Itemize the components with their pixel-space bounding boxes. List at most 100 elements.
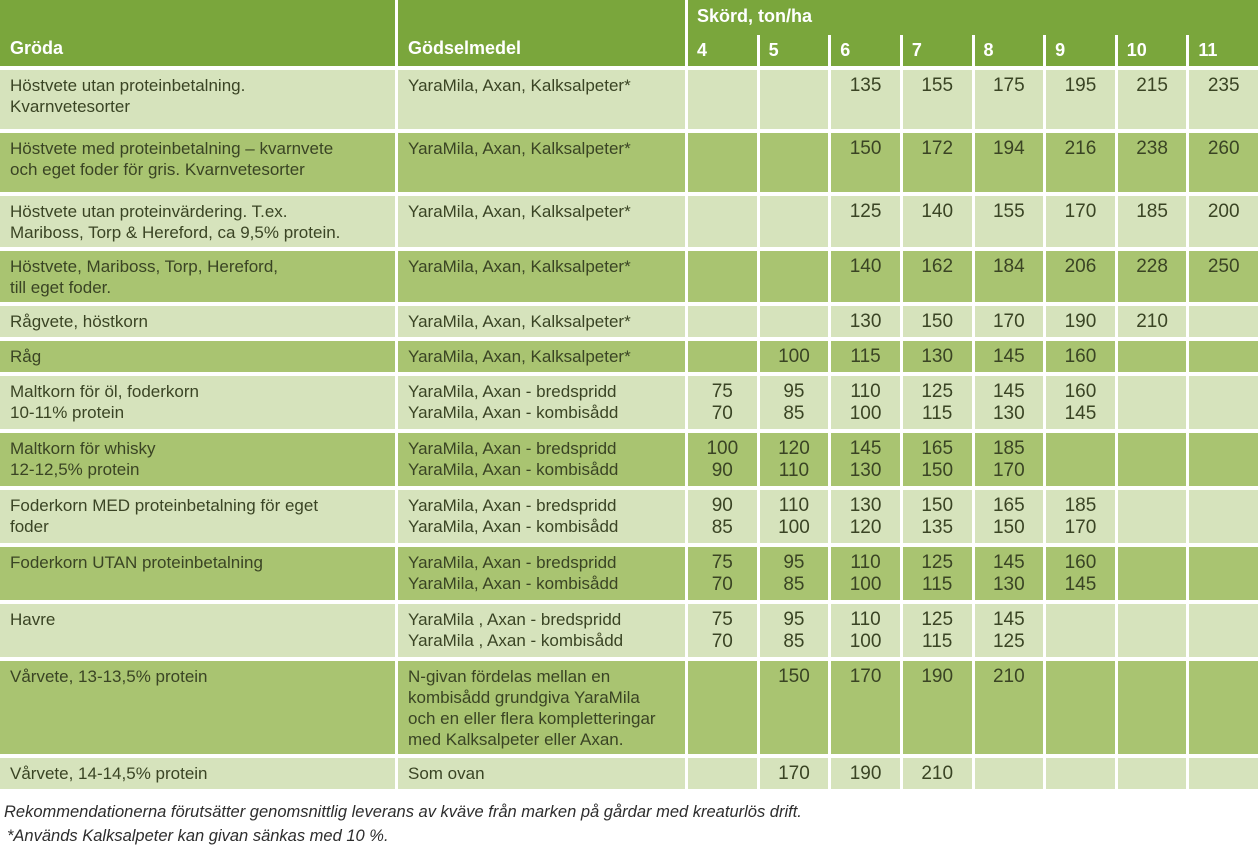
value-cell-row8-yield4: 100 90 [688, 433, 757, 486]
value-cell-row7-yield7: 125 115 [902, 376, 972, 429]
value-cell-row13-yield4 [688, 758, 757, 789]
value-cell-row2-yield4 [688, 133, 757, 192]
header-yield-col-10: 10 [1117, 35, 1187, 66]
value-cell-row4-yield8: 184 [974, 251, 1044, 302]
value-cell-row11-yield8: 145 125 [974, 604, 1044, 657]
value-cell-row10-yield5: 95 85 [759, 547, 829, 600]
value-cell-row11-yield9 [1046, 604, 1115, 657]
value-cell-row1-yield9: 195 [1046, 70, 1115, 129]
value-cell-row13-yield11 [1189, 758, 1258, 789]
value-cell-row9-yield4: 90 85 [688, 490, 757, 543]
header-yield-col-11: 11 [1189, 35, 1258, 66]
crop-cell-row1: Höstvete utan proteinbetalning. Kvarnvete… [0, 70, 395, 129]
value-cell-row7-yield6: 110 100 [831, 376, 900, 429]
value-cell-row2-yield11: 260 [1189, 133, 1258, 192]
value-cell-row9-yield9: 185 170 [1046, 490, 1115, 543]
value-cell-row8-yield9 [1046, 433, 1115, 486]
value-cell-row2-yield7: 172 [902, 133, 972, 192]
value-cell-row5-yield6: 130 [831, 306, 900, 337]
value-cell-row12-yield6: 170 [831, 661, 900, 754]
value-cell-row1-yield10: 215 [1117, 70, 1187, 129]
value-cell-row9-yield11 [1189, 490, 1258, 543]
fertilizer-cell-row8: YaraMila, Axan - bredspridd YaraMila, Axa… [398, 433, 685, 486]
value-cell-row4-yield6: 140 [831, 251, 900, 302]
crop-cell-row10: Foderkorn UTAN proteinbetalning [0, 547, 395, 600]
value-cell-row1-yield8: 175 [974, 70, 1044, 129]
value-cell-row6-yield5: 100 [759, 341, 829, 372]
value-cell-row7-yield8: 145 130 [974, 376, 1044, 429]
value-cell-row5-yield11 [1189, 306, 1258, 337]
fertilizer-cell-row11: YaraMila , Axan - bredspridd YaraMila , A… [398, 604, 685, 657]
crop-cell-row12: Vårvete, 13-13,5% protein [0, 661, 395, 754]
value-cell-row4-yield5 [759, 251, 829, 302]
crop-cell-row13: Vårvete, 14-14,5% protein [0, 758, 395, 789]
value-cell-row10-yield7: 125 115 [902, 547, 972, 600]
value-cell-row8-yield11 [1189, 433, 1258, 486]
fertilizer-cell-row4: YaraMila, Axan, Kalksalpeter* [398, 251, 685, 302]
value-cell-row10-yield9: 160 145 [1046, 547, 1115, 600]
value-cell-row6-yield8: 145 [974, 341, 1044, 372]
value-cell-row11-yield6: 110 100 [831, 604, 900, 657]
value-cell-row7-yield4: 75 70 [688, 376, 757, 429]
value-cell-row1-yield7: 155 [902, 70, 972, 129]
value-cell-row12-yield8: 210 [974, 661, 1044, 754]
value-cell-row10-yield8: 145 130 [974, 547, 1044, 600]
header-yield-columns: 4 5 6 7 8 9 10 11 [688, 35, 1258, 66]
header-yield-col-7: 7 [902, 35, 972, 66]
value-cell-row10-yield6: 110 100 [831, 547, 900, 600]
value-cell-row13-yield8 [974, 758, 1044, 789]
crop-cell-row3: Höstvete utan proteinvärdering. T.ex. Mar… [0, 196, 395, 247]
fertilizer-cell-row12: N-givan fördelas mellan en kombisådd grun… [398, 661, 685, 754]
header-yield-title: Skörd, ton/ha [688, 0, 1258, 35]
value-cell-row8-yield8: 185 170 [974, 433, 1044, 486]
value-cell-row8-yield7: 165 150 [902, 433, 972, 486]
value-cell-row5-yield4 [688, 306, 757, 337]
value-cell-row7-yield5: 95 85 [759, 376, 829, 429]
value-cell-row10-yield11 [1189, 547, 1258, 600]
value-cell-row3-yield8: 155 [974, 196, 1044, 247]
value-cell-row5-yield9: 190 [1046, 306, 1115, 337]
crop-cell-row11: Havre [0, 604, 395, 657]
value-cell-row4-yield10: 228 [1117, 251, 1187, 302]
crop-cell-row8: Maltkorn för whisky 12-12,5% protein [0, 433, 395, 486]
header-fertilizer-column: Gödselmedel [398, 0, 685, 66]
value-cell-row10-yield4: 75 70 [688, 547, 757, 600]
value-cell-row11-yield7: 125 115 [902, 604, 972, 657]
fertilizer-cell-row5: YaraMila, Axan, Kalksalpeter* [398, 306, 685, 337]
value-cell-row2-yield6: 150 [831, 133, 900, 192]
value-cell-row5-yield10: 210 [1117, 306, 1187, 337]
value-cell-row8-yield6: 145 130 [831, 433, 900, 486]
fertilizer-cell-row6: YaraMila, Axan, Kalksalpeter* [398, 341, 685, 372]
value-cell-row6-yield11 [1189, 341, 1258, 372]
value-cell-row3-yield6: 125 [831, 196, 900, 247]
value-cell-row13-yield10 [1117, 758, 1187, 789]
value-cell-row3-yield9: 170 [1046, 196, 1115, 247]
value-cell-row4-yield11: 250 [1189, 251, 1258, 302]
fertilizer-cell-row3: YaraMila, Axan, Kalksalpeter* [398, 196, 685, 247]
footnote-general: Rekommendationerna förutsätter genomsnit… [4, 803, 802, 821]
value-cell-row9-yield7: 150 135 [902, 490, 972, 543]
value-cell-row9-yield8: 165 150 [974, 490, 1044, 543]
crop-cell-row4: Höstvete, Mariboss, Torp, Hereford, till … [0, 251, 395, 302]
value-cell-row5-yield7: 150 [902, 306, 972, 337]
fertilizer-cell-row9: YaraMila, Axan - bredspridd YaraMila, Axa… [398, 490, 685, 543]
value-cell-row3-yield4 [688, 196, 757, 247]
crop-cell-row6: Råg [0, 341, 395, 372]
value-cell-row10-yield10 [1117, 547, 1187, 600]
fertilizer-cell-row13: Som ovan [398, 758, 685, 789]
value-cell-row6-yield6: 115 [831, 341, 900, 372]
value-cell-row1-yield5 [759, 70, 829, 129]
value-cell-row11-yield5: 95 85 [759, 604, 829, 657]
value-cell-row2-yield10: 238 [1117, 133, 1187, 192]
value-cell-row6-yield4 [688, 341, 757, 372]
value-cell-row13-yield6: 190 [831, 758, 900, 789]
value-cell-row2-yield8: 194 [974, 133, 1044, 192]
value-cell-row11-yield4: 75 70 [688, 604, 757, 657]
value-cell-row1-yield6: 135 [831, 70, 900, 129]
value-cell-row12-yield5: 150 [759, 661, 829, 754]
value-cell-row12-yield10 [1117, 661, 1187, 754]
fertilizer-cell-row1: YaraMila, Axan, Kalksalpeter* [398, 70, 685, 129]
value-cell-row9-yield5: 110 100 [759, 490, 829, 543]
value-cell-row8-yield5: 120 110 [759, 433, 829, 486]
